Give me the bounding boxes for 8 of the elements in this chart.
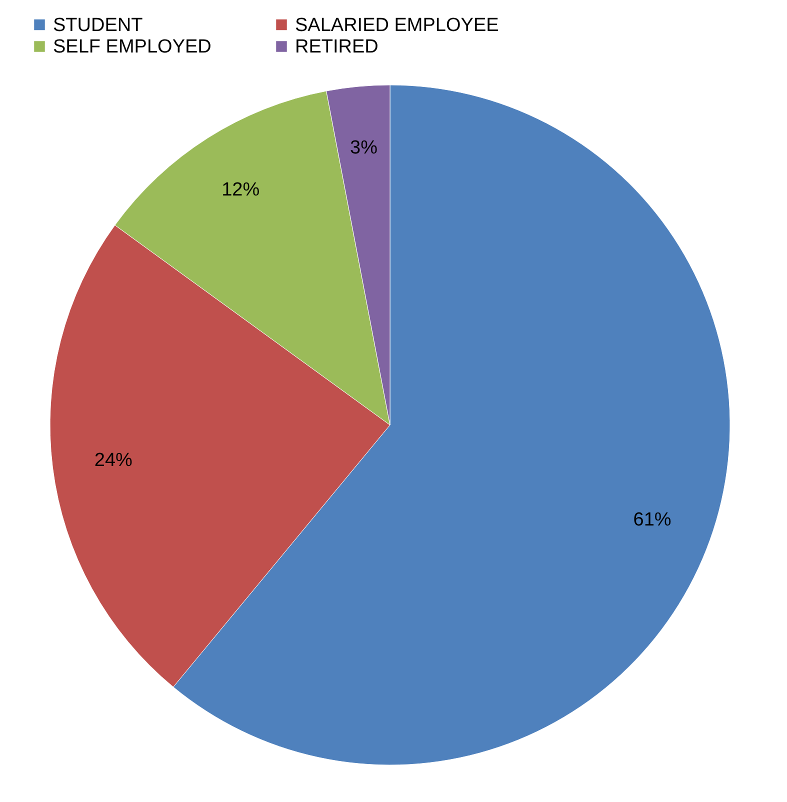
- data-label: 24%: [94, 450, 133, 471]
- legend-label: SELF EMPLOYED: [53, 36, 212, 58]
- data-label: 61%: [633, 509, 672, 530]
- legend-label: SALARIED EMPLOYEE: [295, 14, 499, 36]
- data-label: 12%: [222, 180, 260, 201]
- legend-label: STUDENT: [53, 14, 144, 36]
- legend-label: RETIRED: [295, 36, 378, 58]
- data-label: 3%: [350, 137, 378, 158]
